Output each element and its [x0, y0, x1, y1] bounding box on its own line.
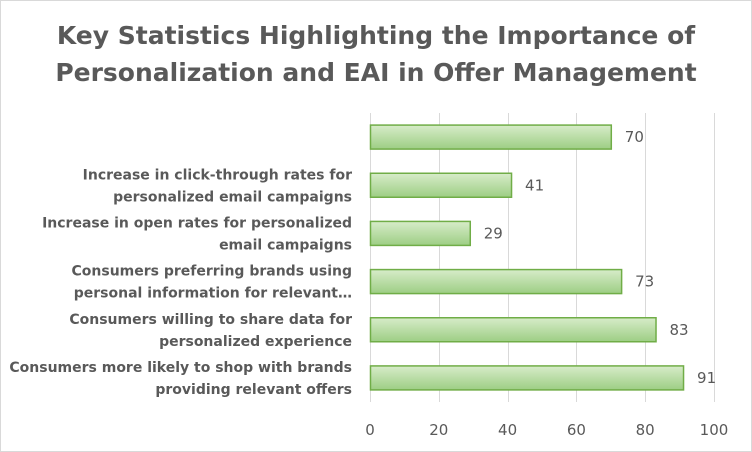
- x-tick-label-100: 100: [700, 421, 729, 439]
- data-label-1: 83: [670, 321, 689, 339]
- bar-2: [369, 268, 623, 295]
- x-tick-label-0: 0: [365, 421, 375, 439]
- bars: [369, 124, 685, 391]
- data-label-5: 70: [625, 128, 644, 146]
- category-label-1: Consumers willing to share data for perso…: [69, 312, 352, 350]
- data-label-4: 41: [525, 176, 544, 194]
- chart-title-line-2: Personalization and EAI in Offer Managem…: [55, 58, 697, 87]
- bar-4: [369, 172, 513, 198]
- bar-1: [369, 317, 657, 343]
- category-label-4: Increase in click-through rates for perso…: [83, 167, 352, 205]
- data-label-3: 29: [484, 224, 503, 242]
- category-label-3: Increase in open rates for personalized e…: [42, 215, 352, 253]
- labels: 0 20 40 60 80 100 91 Consumers more likely to s…: [9, 128, 728, 439]
- bar-0: [369, 365, 685, 391]
- bar-3: [369, 220, 472, 247]
- chart-title-line-1: Key Statistics Highlighting the Importan…: [56, 21, 696, 50]
- data-label-0: 91: [697, 369, 716, 387]
- data-label-2: 73: [635, 273, 654, 291]
- chart-title: Key Statistics Highlighting the Importan…: [1, 17, 751, 91]
- category-label-0: Consumers more likely to shop with brand…: [9, 360, 352, 398]
- category-label-2: Consumers preferring brands using persona…: [72, 264, 353, 302]
- x-tick-label-40: 40: [498, 421, 517, 439]
- bar-5: [369, 124, 613, 150]
- x-tick-label-60: 60: [567, 421, 586, 439]
- x-tick-label-20: 20: [429, 421, 448, 439]
- x-tick-label-80: 80: [636, 421, 655, 439]
- gridlines: [370, 113, 715, 402]
